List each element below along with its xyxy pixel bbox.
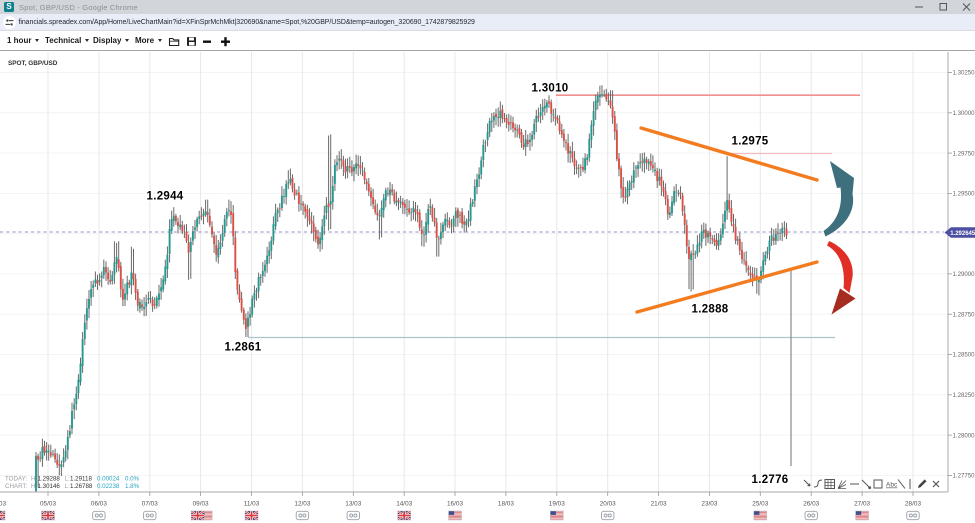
svg-text:1.2888: 1.2888 xyxy=(692,304,729,316)
svg-text:1.29500: 1.29500 xyxy=(953,191,975,198)
svg-text:09/03: 09/03 xyxy=(193,501,209,508)
svg-text:05/03: 05/03 xyxy=(40,501,56,508)
svg-text:1.27750: 1.27750 xyxy=(953,473,975,480)
svg-text:1.28250: 1.28250 xyxy=(953,392,975,399)
svg-text:1.2861: 1.2861 xyxy=(225,342,262,354)
svg-text:12/03: 12/03 xyxy=(294,501,310,508)
svg-text:1.28500: 1.28500 xyxy=(953,352,975,359)
svg-text:27/03: 27/03 xyxy=(854,501,870,508)
svg-text:SPOT, GBP/USD: SPOT, GBP/USD xyxy=(8,60,58,67)
svg-text:1.28750: 1.28750 xyxy=(953,311,975,318)
svg-text:1.3010: 1.3010 xyxy=(532,83,569,95)
svg-text:1.29000: 1.29000 xyxy=(953,271,975,278)
svg-text:Abc: Abc xyxy=(886,482,898,489)
svg-text:25/03: 25/03 xyxy=(752,501,768,508)
svg-text:16/03: 16/03 xyxy=(447,501,463,508)
svg-text:11/03: 11/03 xyxy=(244,501,260,508)
svg-text:26/03: 26/03 xyxy=(803,501,819,508)
svg-text:18/03: 18/03 xyxy=(498,501,514,508)
svg-text:19/03: 19/03 xyxy=(549,501,565,508)
svg-text:1.29750: 1.29750 xyxy=(953,150,975,157)
svg-text:06/03: 06/03 xyxy=(91,501,107,508)
svg-text:1.2776: 1.2776 xyxy=(752,474,789,486)
svg-text:1.30000: 1.30000 xyxy=(953,110,975,117)
svg-text:20/03: 20/03 xyxy=(600,501,616,508)
svg-text:23/03: 23/03 xyxy=(701,501,717,508)
svg-text:1.2944: 1.2944 xyxy=(147,191,184,203)
svg-text:1.30250: 1.30250 xyxy=(953,70,975,77)
svg-text:28/03: 28/03 xyxy=(905,501,921,508)
svg-text:1.2975: 1.2975 xyxy=(732,136,769,148)
svg-text:07/03: 07/03 xyxy=(142,501,158,508)
svg-text:1.292645: 1.292645 xyxy=(950,231,975,237)
svg-text:21/03: 21/03 xyxy=(651,501,667,508)
svg-text:13/03: 13/03 xyxy=(345,501,361,508)
svg-text:04/03: 04/03 xyxy=(0,501,6,508)
svg-text:1.28000: 1.28000 xyxy=(953,432,975,439)
svg-text:14/03: 14/03 xyxy=(396,501,412,508)
